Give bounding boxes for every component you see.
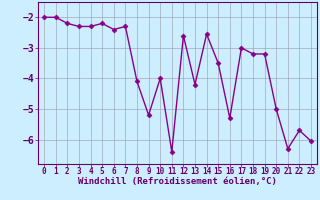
X-axis label: Windchill (Refroidissement éolien,°C): Windchill (Refroidissement éolien,°C) [78,177,277,186]
